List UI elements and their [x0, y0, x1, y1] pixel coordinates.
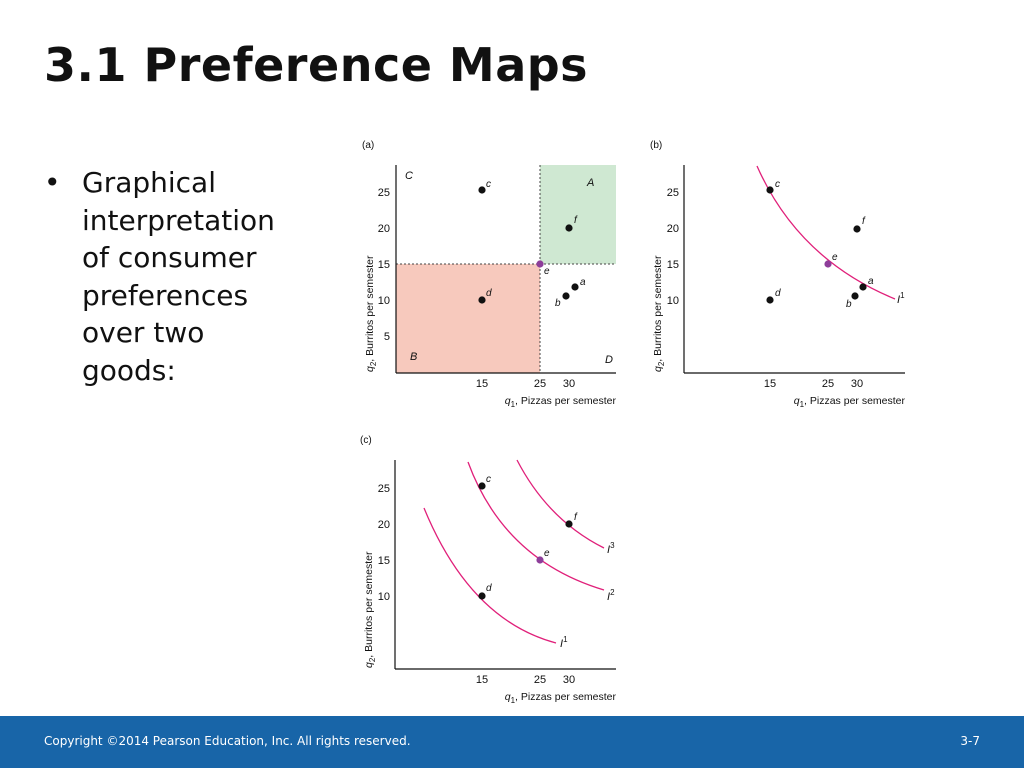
x-axis-label: q1, Pizzas per semester [505, 691, 617, 705]
region-b-label: B [410, 351, 417, 363]
y-tick-15: 15 [378, 555, 390, 567]
x-tick-30: 30 [563, 674, 575, 686]
point-c [478, 482, 486, 490]
y-tick-25: 25 [378, 187, 390, 199]
y-tick-15: 15 [667, 259, 679, 271]
point-e [824, 260, 832, 268]
x-tick-15: 15 [476, 378, 488, 390]
x-tick-30: 30 [563, 378, 575, 390]
x-tick-15: 15 [764, 378, 776, 390]
region-c-label: C [405, 170, 413, 182]
point-d [766, 296, 774, 304]
y-tick-20: 20 [378, 519, 390, 531]
preference-maps-figure: (a) 25 20 15 10 5 15 25 30 q1, Pizzas pe… [360, 140, 906, 705]
point-a-label: a [580, 277, 586, 288]
y-tick-5: 5 [384, 331, 390, 343]
point-c-label: c [486, 179, 491, 190]
point-b [562, 292, 570, 300]
point-d [478, 592, 486, 600]
region-b-area [396, 264, 540, 373]
bullet-item: • Graphical interpretation of consumer p… [44, 164, 304, 389]
point-c-label: c [486, 474, 491, 485]
x-axis-label: q1, Pizzas per semester [794, 395, 906, 409]
panel-c-label: (c) [360, 435, 372, 446]
point-a-label: a [868, 276, 874, 287]
y-tick-15: 15 [378, 259, 390, 271]
y-tick-10: 10 [378, 295, 390, 307]
point-f-label: f [574, 512, 578, 523]
point-b [851, 292, 859, 300]
curve-i1-label: I1 [560, 635, 568, 650]
y-axis-label: q2, Burritos per semester [652, 255, 666, 372]
point-f [565, 520, 573, 528]
curve-i3-label: I3 [607, 541, 615, 556]
panel-a-label: (a) [362, 140, 374, 151]
footer-bar: Copyright ©2014 Pearson Education, Inc. … [0, 716, 1024, 768]
curve-i1-label: I1 [897, 291, 905, 306]
region-a-area [540, 165, 616, 264]
point-a [571, 283, 579, 291]
point-e-label: e [544, 266, 550, 277]
y-tick-25: 25 [667, 187, 679, 199]
curve-i2-label: I2 [607, 588, 615, 603]
point-b-label: b [846, 299, 852, 310]
y-tick-20: 20 [667, 223, 679, 235]
x-tick-25: 25 [822, 378, 834, 390]
point-f [565, 224, 573, 232]
point-e-label: e [832, 252, 838, 263]
copyright-text: Copyright ©2014 Pearson Education, Inc. … [44, 734, 411, 748]
x-tick-25: 25 [534, 378, 546, 390]
x-tick-30: 30 [851, 378, 863, 390]
region-d-label: D [605, 354, 613, 366]
page-number: 3-7 [960, 734, 980, 748]
bullet-dot: • [44, 166, 61, 199]
point-f-label: f [574, 215, 578, 226]
y-tick-20: 20 [378, 223, 390, 235]
panel-a: (a) 25 20 15 10 5 15 25 30 q1, Pizzas pe… [362, 140, 617, 409]
x-tick-15: 15 [476, 674, 488, 686]
y-tick-10: 10 [667, 295, 679, 307]
y-axis-label: q2, Burritos per semester [363, 551, 377, 668]
point-e [536, 556, 544, 564]
y-tick-10: 10 [378, 591, 390, 603]
point-d [478, 296, 486, 304]
indifference-curve-i2 [467, 461, 605, 591]
panel-b: (b) 25 20 15 10 15 25 30 q1, Pizzas per … [650, 140, 906, 409]
y-axis-label: q2, Burritos per semester [364, 255, 378, 372]
x-tick-25: 25 [534, 674, 546, 686]
point-d-label: d [486, 583, 492, 594]
region-a-label: A [586, 177, 594, 189]
panel-c: (c) 25 20 15 10 15 25 30 q1, Pizzas per … [360, 435, 617, 705]
point-f-label: f [862, 216, 866, 227]
x-axis-label: q1, Pizzas per semester [505, 395, 617, 409]
point-c [478, 186, 486, 194]
point-c [766, 186, 774, 194]
point-d-label: d [775, 288, 781, 299]
slide-title: 3.1 Preference Maps [44, 38, 589, 92]
panel-b-label: (b) [650, 140, 662, 151]
point-d-label: d [486, 288, 492, 299]
indifference-curve-i1 [423, 507, 557, 644]
point-e-label: e [544, 548, 550, 559]
point-b-label: b [555, 298, 561, 309]
point-f [853, 225, 861, 233]
point-a [859, 283, 867, 291]
point-c-label: c [775, 179, 780, 190]
y-tick-25: 25 [378, 483, 390, 495]
bullet-text: Graphical interpretation of consumer pre… [82, 166, 275, 387]
indifference-curve-i3 [516, 459, 605, 549]
point-e [536, 260, 544, 268]
